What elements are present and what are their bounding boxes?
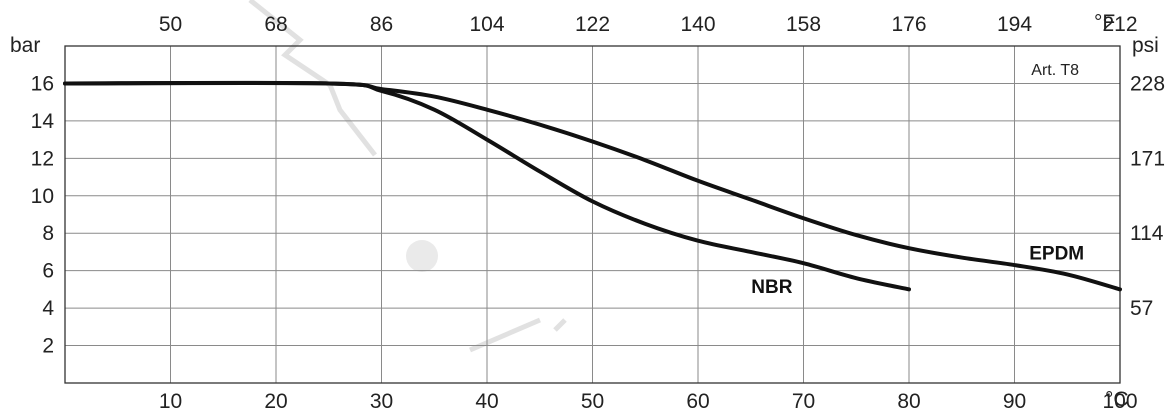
watermark-dot: [406, 240, 438, 272]
y-axis-label: bar: [10, 34, 40, 57]
top-axis-label: °F: [1094, 11, 1115, 34]
right-tick-label: 228: [1130, 72, 1165, 95]
top-tick-label: 86: [370, 13, 393, 36]
series-group: NBR EPDM: [63, 80, 1122, 298]
x-tick-label: 50: [581, 390, 604, 413]
series-label-epdm: EPDM: [1029, 243, 1084, 264]
x-tick-label: 70: [792, 390, 815, 413]
y-tick-label: 2: [42, 335, 54, 358]
top-tick-label: 104: [469, 13, 504, 36]
y-tick-label: 6: [42, 260, 54, 283]
y-tick-label: 8: [42, 222, 54, 245]
right-axis-psi: 228 171 114 57: [1130, 72, 1165, 320]
x-axis-celsius: 10 20 30 40 50 60 70 80 90 100: [159, 390, 1138, 413]
x-tick-label: 100: [1102, 390, 1137, 413]
x-tick-label: 60: [686, 390, 709, 413]
x-tick-label: 30: [370, 390, 393, 413]
y-tick-label: 10: [31, 185, 54, 208]
top-tick-label: 158: [786, 13, 821, 36]
right-tick-label: 114: [1130, 222, 1164, 245]
x-axis-label: °C: [1105, 388, 1129, 411]
top-tick-label: 122: [575, 13, 610, 36]
plot-frame: [64, 45, 1121, 384]
y-tick-label: 14: [31, 110, 55, 133]
right-tick-label: 171: [1130, 147, 1165, 170]
top-tick-label: 212: [1102, 13, 1137, 36]
y-tick-label: 12: [31, 147, 54, 170]
x-tick-label: 80: [897, 390, 920, 413]
x-tick-label: 20: [264, 390, 287, 413]
top-tick-label: 68: [264, 13, 287, 36]
top-tick-label: 176: [891, 13, 926, 36]
y-tick-label: 16: [31, 72, 54, 95]
x-tick-label: 40: [475, 390, 498, 413]
chart-annotation: Art. T8: [1031, 62, 1079, 79]
series-label-nbr: NBR: [751, 277, 792, 298]
top-tick-label: 194: [997, 13, 1032, 36]
x-tick-label: 90: [1003, 390, 1026, 413]
plot-grid: [65, 46, 1121, 383]
watermark: [248, 0, 567, 353]
x-tick-label: 10: [159, 390, 182, 413]
right-tick-label: 57: [1130, 297, 1153, 320]
top-tick-label: 50: [159, 13, 182, 36]
top-tick-label: 140: [680, 13, 715, 36]
series-line-epdm: [63, 81, 1122, 292]
top-axis-fahrenheit: 50 68 86 104 122 140 158 176 194 212: [159, 13, 1138, 36]
y-axis-bar: 2 4 6 8 10 12 14 16: [31, 72, 55, 357]
right-axis-label: psi: [1132, 34, 1159, 57]
y-tick-label: 4: [42, 297, 54, 320]
